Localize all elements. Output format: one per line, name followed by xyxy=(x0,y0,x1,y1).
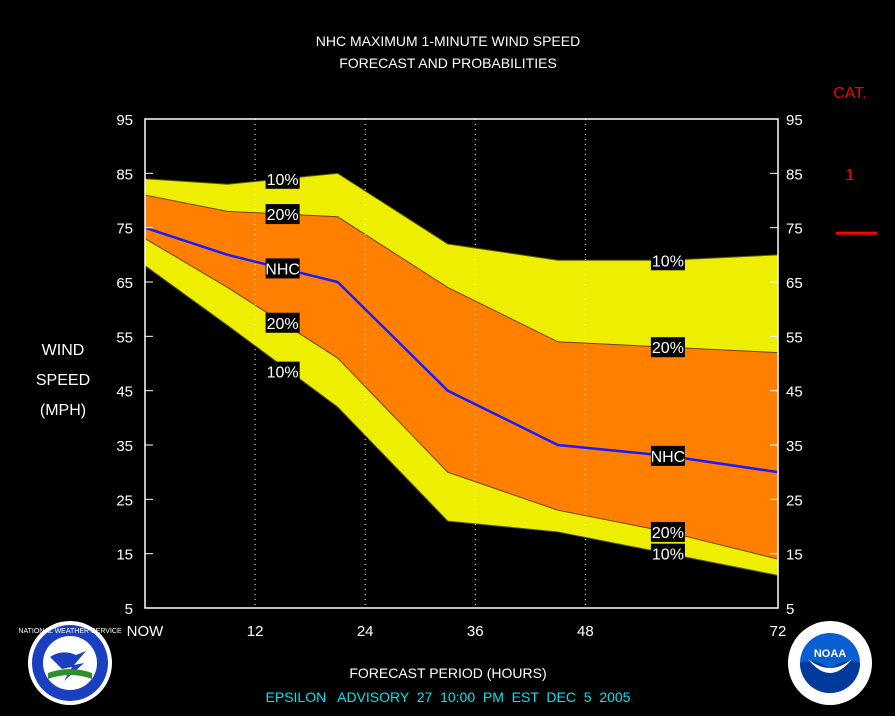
series-labels: 10% 20% NHC 20% 10% 10% 20% NHC 20% 10% xyxy=(265,168,686,564)
y-tick-label-right: 75 xyxy=(786,221,803,238)
series-label: 10% xyxy=(652,547,684,564)
nws-logo-text: NATIONAL WEATHER SERVICE xyxy=(18,628,122,635)
y-tick-label-left: 95 xyxy=(116,112,133,129)
chart-title-line2: FORECAST AND PROBABILITIES xyxy=(339,55,557,71)
series-label: 10% xyxy=(652,253,684,270)
series-label-box xyxy=(265,204,300,225)
series-label: 10% xyxy=(267,172,299,189)
y-tick-label-left: 65 xyxy=(116,275,133,292)
y-tick-label-right: 95 xyxy=(786,112,803,129)
x-tick-label: 36 xyxy=(467,623,484,640)
y-tick-label-right: 35 xyxy=(786,438,803,455)
nws-logo: NATIONAL WEATHER SERVICE xyxy=(18,621,122,705)
x-tick-label: 48 xyxy=(577,623,594,640)
series-label-box xyxy=(265,312,300,333)
y-tick-label-right: 15 xyxy=(786,547,803,564)
y-tick-label-left: 5 xyxy=(125,601,133,618)
series-label-box xyxy=(650,543,685,564)
series-label-box xyxy=(265,361,300,382)
chart-title-line1: NHC MAXIMUM 1-MINUTE WIND SPEED xyxy=(316,33,580,49)
band-20-percent xyxy=(145,195,778,560)
y-tick-label-right: 25 xyxy=(786,492,803,509)
x-tick-label: 72 xyxy=(770,623,787,640)
y-tick-label-left: 55 xyxy=(116,329,133,346)
y-axis-label-3: (MPH) xyxy=(40,402,86,419)
x-tick-label: 24 xyxy=(357,623,374,640)
y-tick-label-left: 15 xyxy=(116,547,133,564)
x-tick-label: 12 xyxy=(247,623,264,640)
plot-frame xyxy=(144,118,779,609)
series-label: NHC xyxy=(651,449,686,466)
x-tick-labels: NOW 12 24 36 48 72 xyxy=(127,623,787,640)
series-label: NHC xyxy=(265,261,300,278)
series-label-box xyxy=(650,250,685,271)
y-axis-label-2: SPEED xyxy=(36,372,90,389)
x-axis-label: FORECAST PERIOD (HOURS) xyxy=(349,665,546,681)
y-tick-label-right: 5 xyxy=(786,601,794,618)
y-tick-label-left: 85 xyxy=(116,166,133,183)
y-tick-label-right: 55 xyxy=(786,329,803,346)
y-tick-label-left: 25 xyxy=(116,492,133,509)
noaa-logo: NOAA xyxy=(788,621,872,705)
series-label-box xyxy=(650,445,685,466)
y-tick-label-left: 75 xyxy=(116,221,133,238)
y-tick-label-right: 65 xyxy=(786,275,803,292)
advisory-footer: EPSILON ADVISORY 27 10:00 PM EST DEC 5 2… xyxy=(266,689,631,705)
series-label: 20% xyxy=(652,525,684,542)
y-tick-label-left: 35 xyxy=(116,438,133,455)
series-label-box xyxy=(265,168,300,189)
series-label: 20% xyxy=(652,340,684,357)
series-label-box xyxy=(650,337,685,358)
series-label: 20% xyxy=(267,316,299,333)
y-tick-label-left: 45 xyxy=(116,384,133,401)
series-label: 10% xyxy=(267,365,299,382)
noaa-logo-text: NOAA xyxy=(814,648,846,660)
series-label-box xyxy=(650,521,685,542)
series-label-box xyxy=(265,258,300,279)
category-title: CAT. xyxy=(833,85,866,102)
x-tick-label: NOW xyxy=(127,623,165,640)
y-axis-label-1: WIND xyxy=(42,342,85,359)
y-tick-label-right: 85 xyxy=(786,166,803,183)
y-tick-label-right: 45 xyxy=(786,384,803,401)
series-label: 20% xyxy=(267,207,299,224)
category-value: 1 xyxy=(846,167,855,184)
